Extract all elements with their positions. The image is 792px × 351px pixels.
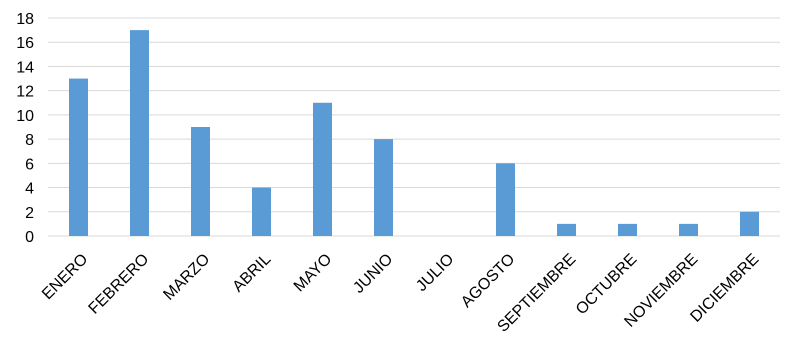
bars (69, 30, 759, 237)
bar-enero (69, 78, 88, 236)
x-category-label-octubre: OCTUBRE (573, 251, 640, 318)
bar-abril (252, 187, 271, 236)
bar-junio (374, 139, 393, 236)
y-tick-label: 12 (16, 84, 34, 101)
y-tick-label: 8 (25, 132, 34, 149)
x-category-label-abril: ABRIL (230, 251, 275, 296)
y-tick-label: 2 (25, 205, 34, 222)
y-tick-label: 14 (16, 59, 34, 76)
y-axis-tick-labels: 0 2 4 6 8 10 12 14 16 18 (16, 11, 34, 246)
bar-diciembre (740, 211, 759, 236)
x-category-label-marzo: MARZO (160, 251, 213, 304)
y-tick-label: 10 (16, 108, 34, 125)
x-category-label-enero: ENERO (39, 251, 91, 303)
y-tick-label: 18 (16, 11, 34, 28)
x-category-label-febrero: FEBRERO (86, 251, 153, 318)
bar-mayo (313, 102, 332, 237)
y-tick-label: 0 (25, 229, 34, 246)
y-tick-label: 6 (25, 156, 34, 173)
x-category-label-mayo: MAYO (291, 251, 336, 296)
x-category-label-junio: JUNIO (350, 251, 396, 297)
bar-septiembre (557, 223, 576, 236)
bar-octubre (618, 223, 637, 236)
bar-marzo (191, 127, 210, 236)
bar-febrero (130, 30, 149, 236)
bar-noviembre (679, 223, 698, 236)
bar-agosto (496, 163, 515, 236)
y-tick-label: 4 (25, 181, 34, 198)
y-tick-label: 16 (16, 35, 34, 52)
x-category-label-julio: JULIO (413, 251, 457, 295)
gridlines (48, 17, 780, 237)
x-category-label-agosto: AGOSTO (458, 251, 518, 311)
